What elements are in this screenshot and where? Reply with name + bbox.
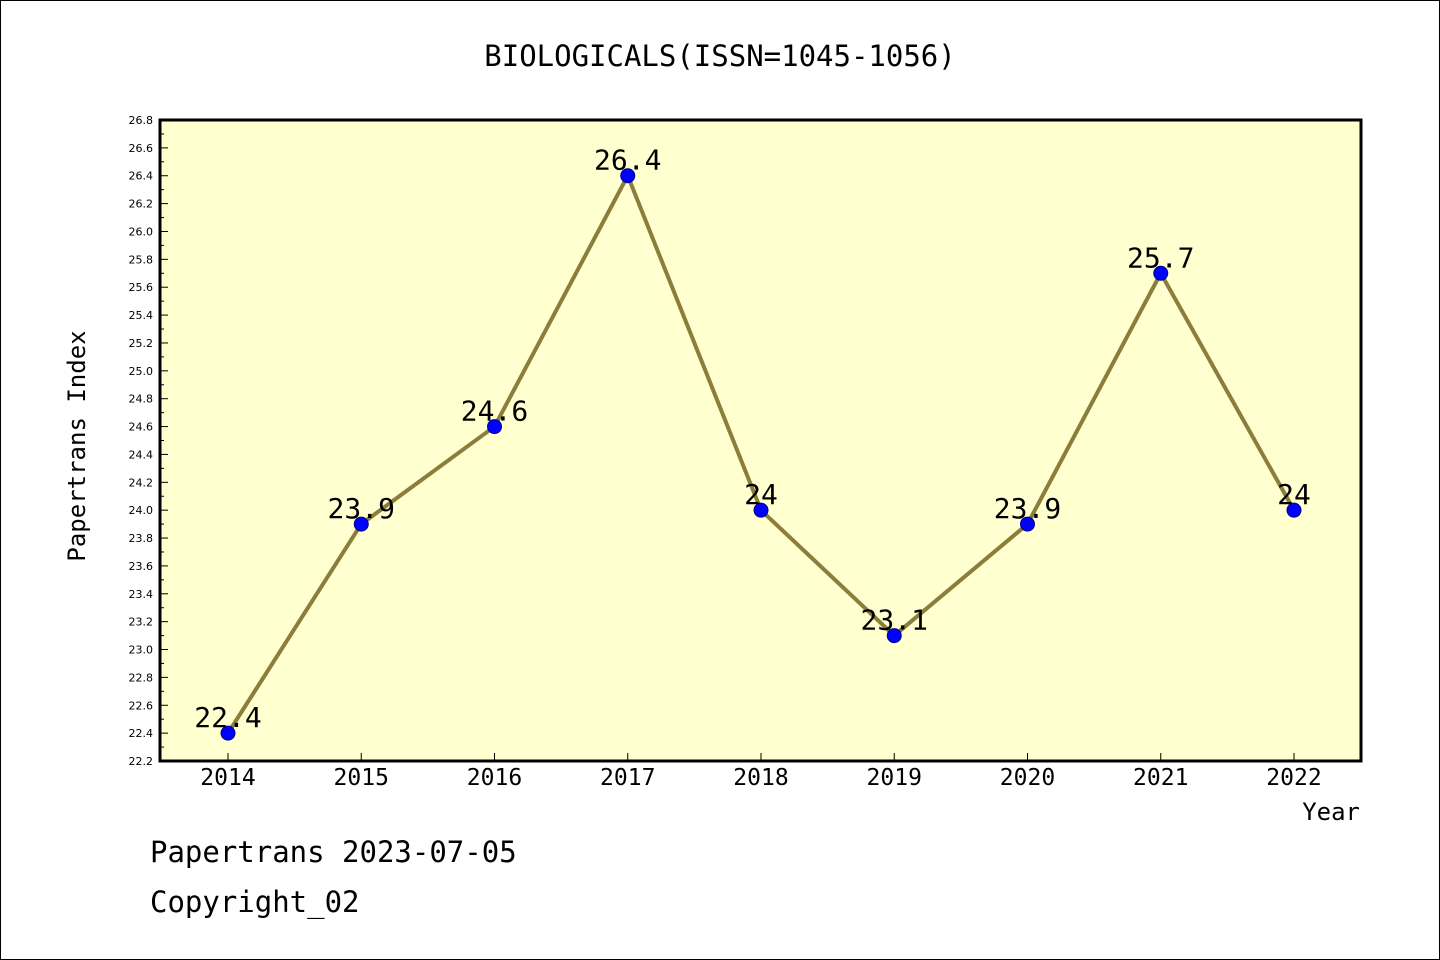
data-label: 24 <box>744 478 778 511</box>
y-tick-label: 25.6 <box>129 281 154 294</box>
data-label: 23.9 <box>994 492 1061 525</box>
data-label: 26.4 <box>594 144 661 177</box>
y-tick-label: 25.4 <box>129 309 154 322</box>
x-tick-label: 2015 <box>334 765 389 791</box>
footer-copyright-text: Copyright_02 <box>150 885 360 919</box>
x-tick-label: 2016 <box>467 765 522 791</box>
y-tick-label: 22.8 <box>129 671 154 684</box>
data-label: 23.9 <box>328 492 395 525</box>
y-tick-label: 24.0 <box>129 504 154 517</box>
data-label: 24.6 <box>461 395 528 428</box>
y-tick-label: 25.0 <box>129 365 154 378</box>
data-point-marker <box>753 502 769 518</box>
y-tick-label: 26.2 <box>129 198 154 211</box>
y-tick-label: 22.6 <box>129 699 154 712</box>
chart-title: BIOLOGICALS(ISSN=1045-1056) <box>484 39 955 73</box>
plot-area <box>158 118 1363 763</box>
data-point-marker <box>487 419 502 435</box>
y-tick-label: 23.8 <box>129 532 154 545</box>
y-tick-label: 26.4 <box>129 170 154 183</box>
y-tick-label: 24.8 <box>129 393 154 406</box>
y-tick-label: 24.4 <box>129 448 154 461</box>
y-tick-label: 24.6 <box>129 421 154 434</box>
data-point-marker <box>1020 516 1035 532</box>
x-tick-label: 2019 <box>867 765 922 791</box>
x-tick-label: 2021 <box>1133 765 1188 791</box>
y-tick-label: 23.0 <box>129 644 154 657</box>
x-tick-label: 2018 <box>733 765 788 791</box>
data-point-marker <box>1153 265 1169 281</box>
data-point-marker <box>886 628 902 644</box>
y-axis-label: Papertrans Index <box>63 330 91 561</box>
data-point-marker <box>220 725 236 741</box>
data-label: 24 <box>1277 478 1311 511</box>
series-line-group <box>220 168 1302 741</box>
data-point-marker <box>353 516 369 532</box>
x-tick-label: 2017 <box>600 765 655 791</box>
data-label: 23.1 <box>861 604 928 637</box>
y-tick-label: 25.2 <box>129 337 154 350</box>
y-tick-label: 26.0 <box>129 225 154 238</box>
x-axis: 2014 2015 2016 2017 2018 2019 2020 2021 2022 <box>200 753 1322 791</box>
y-tick-label: 25.8 <box>129 253 154 266</box>
data-label: 25.7 <box>1127 241 1194 274</box>
y-tick-label: 23.6 <box>129 560 154 573</box>
y-tick-label: 22.2 <box>129 755 154 768</box>
data-point-marker <box>620 168 636 184</box>
x-axis-label: Year <box>1302 798 1360 826</box>
y-tick-label: 23.4 <box>129 588 154 601</box>
data-label: 22.4 <box>194 701 261 734</box>
footer-date-text: Papertrans 2023-07-05 <box>150 835 517 869</box>
x-tick-label: 2022 <box>1266 765 1321 791</box>
y-tick-label: 22.4 <box>129 727 154 740</box>
y-tick-label: 24.2 <box>129 476 154 489</box>
y-axis: 22.2 22.4 22.6 22.8 23.0 23.2 23.4 23.6 23.8 24.0… <box>129 114 168 768</box>
y-tick-label: 26.6 <box>129 142 154 155</box>
y-tick-label: 26.8 <box>129 114 154 127</box>
data-point-marker <box>1286 502 1302 518</box>
data-labels: 22.4 23.9 24.6 26.4 24 23.1 23.9 25.7 24 <box>194 144 1311 734</box>
y-tick-label: 23.2 <box>129 616 154 629</box>
x-tick-label: 2014 <box>200 765 255 791</box>
x-tick-label: 2020 <box>1000 765 1055 791</box>
